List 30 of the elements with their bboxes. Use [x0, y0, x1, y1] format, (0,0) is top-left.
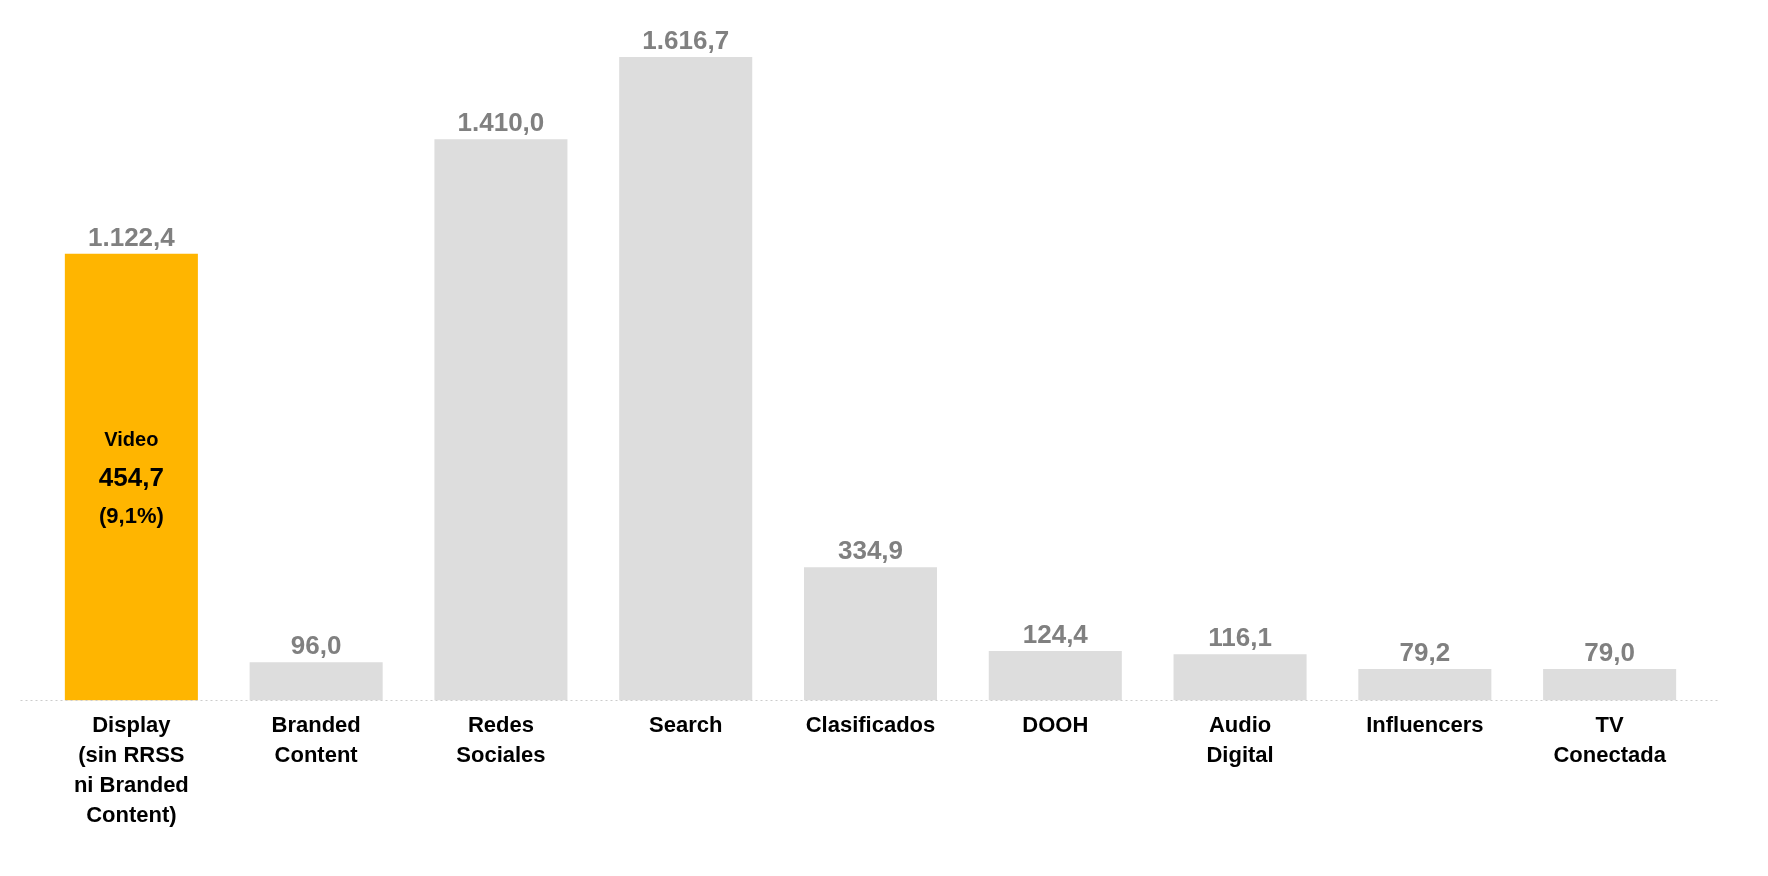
- bar: [434, 139, 568, 701]
- annotation: 454,7: [98, 462, 164, 493]
- x-tick-label: Influencers: [1366, 711, 1484, 737]
- x-tick-label: Audio Digital: [1206, 711, 1274, 767]
- bar: [1173, 654, 1307, 701]
- bar: [1543, 669, 1677, 701]
- data-label: 124,4: [1022, 618, 1089, 649]
- data-label: 1.616,7: [642, 24, 730, 55]
- data-label: 334,9: [837, 535, 904, 566]
- annotation: Video: [104, 428, 159, 451]
- annotation: (9,1%): [98, 502, 164, 528]
- data-label: 116,1: [1208, 622, 1272, 653]
- x-tick-label: Redes Sociales: [456, 711, 546, 767]
- x-tick-label: Display (sin RRSS ni Branded Content): [73, 711, 189, 827]
- bar: [249, 662, 383, 701]
- data-label: 1.410,0: [457, 107, 545, 138]
- bar: [1358, 668, 1492, 701]
- data-label: 79,0: [1584, 637, 1635, 668]
- x-tick-label: Search: [649, 711, 723, 737]
- x-tick-label: Clasificados: [805, 711, 936, 737]
- x-tick-label: Branded Content: [271, 711, 361, 767]
- x-tick-label: TV Conectada: [1553, 711, 1667, 767]
- bar: [803, 567, 938, 701]
- x-tick-label: DOOH: [1022, 711, 1089, 737]
- data-label: 1.122,4: [88, 221, 176, 252]
- data-label: 79,2: [1399, 636, 1451, 667]
- bar: [988, 650, 1122, 701]
- bar: [64, 253, 198, 701]
- data-label: 96,0: [290, 630, 342, 661]
- bar: [619, 56, 753, 701]
